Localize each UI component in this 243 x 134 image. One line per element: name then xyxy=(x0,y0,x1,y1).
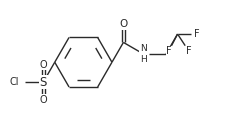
Text: F: F xyxy=(166,46,172,56)
Text: Cl: Cl xyxy=(10,77,19,87)
Text: O: O xyxy=(39,60,47,70)
Text: O: O xyxy=(119,19,128,29)
Text: F: F xyxy=(186,46,191,56)
Text: S: S xyxy=(40,76,47,89)
Text: O: O xyxy=(39,95,47,105)
Text: N
H: N H xyxy=(140,44,147,64)
Text: F: F xyxy=(194,29,200,39)
